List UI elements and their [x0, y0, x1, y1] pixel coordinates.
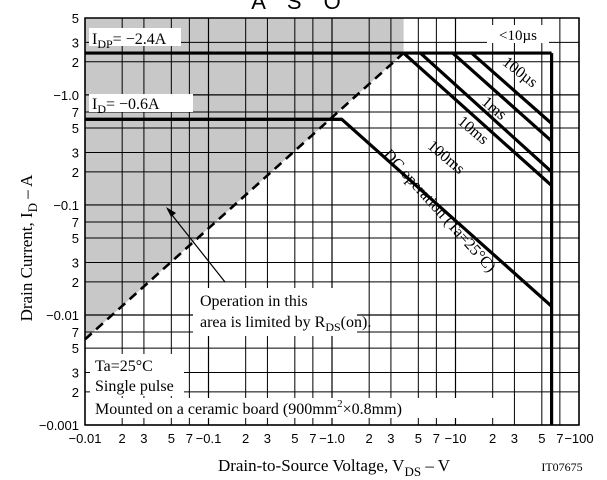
x-tick-label: 3: [140, 431, 147, 446]
x-tick-label: 2: [119, 431, 126, 446]
id-label-bg: [89, 94, 193, 112]
conditions-bg: [90, 354, 184, 396]
annotation-arrow: [167, 209, 226, 283]
rds-note-line1: Operation in this: [200, 293, 308, 310]
rds-note-line2: area is limited by RDS(on).: [200, 314, 371, 334]
pulse-10us-label-bg: [487, 25, 549, 43]
y-tick-label: 5: [72, 121, 79, 136]
y-tick-label: 3: [72, 255, 79, 270]
x-tick-label: 7: [556, 431, 563, 446]
x-tick-label: 5: [168, 431, 175, 446]
x-tick-label: 5: [291, 431, 298, 446]
rds-on-limit-line: [84, 52, 405, 341]
conditions-line1: Ta=25°C: [95, 358, 153, 375]
x-tick-label: −0.01: [69, 431, 102, 446]
id-limit-label: ID= −0.6A: [92, 96, 160, 116]
y-tick-label: 2: [72, 165, 79, 180]
x-tick-label: 3: [264, 431, 271, 446]
x-tick-label: 2: [366, 431, 373, 446]
x-tick-label: 3: [511, 431, 518, 446]
x-tick-label: 3: [387, 431, 394, 446]
figure-code: IT07675: [541, 460, 582, 474]
soa-curve-4: [402, 51, 553, 187]
y-tick-label: 2: [72, 275, 79, 290]
conditions-line2: Single pulse: [95, 378, 174, 395]
dc-operation-label: DC operation (Ta=25°C): [380, 146, 499, 276]
arrow-head-icon: [166, 207, 176, 217]
soa-curve-1: [470, 51, 553, 125]
chart-title: A S O: [251, 0, 348, 14]
x-tick-label: −0.1: [196, 431, 222, 446]
pulse-100us-label: 100µs: [499, 54, 541, 92]
x-tick-label: 2: [242, 431, 249, 446]
idp-label-bg: [89, 28, 181, 46]
y-tick-label: 2: [72, 55, 79, 70]
soa-curves: [84, 51, 554, 425]
y-tick-label: 3: [72, 35, 79, 50]
tick-labels: −0.01 2 3 5 7 −0.1 2 3 5 7 −1.0 2 3 5 7 −10 2 3 5 7 −100532−…: [39, 11, 594, 446]
x-tick-label: 7: [433, 431, 440, 446]
x-tick-label: 5: [538, 431, 545, 446]
plot-frame: [84, 17, 580, 426]
x-tick-label: 2: [489, 431, 496, 446]
x-tick-label: 7: [186, 431, 193, 446]
x-tick-label: −100: [564, 431, 593, 446]
y-axis-label: Drain Current, ID – A: [17, 174, 40, 322]
y-tick-label: 3: [72, 366, 79, 381]
y-tick-label: 5: [72, 231, 79, 246]
y-tick-label: 5: [72, 341, 79, 356]
y-tick-label: 5: [72, 11, 79, 26]
y-tick-label: 3: [72, 145, 79, 160]
pulse-10us-label: <10µs: [499, 28, 537, 44]
y-tick-label: −0.001: [39, 418, 79, 433]
x-tick-label: 5: [415, 431, 422, 446]
soa-curve-2: [451, 51, 553, 143]
y-tick-label: −0.01: [46, 308, 79, 323]
soa-curve-5: [85, 117, 553, 308]
mount-note: Mounted on a ceramic board (900mm2×0.8mm…: [95, 398, 402, 418]
y-tick-label: 7: [72, 215, 79, 230]
x-tick-label: −10: [444, 431, 466, 446]
x-tick-label: 7: [309, 431, 316, 446]
x-tick-label: −1.0: [319, 431, 345, 446]
y-tick-label: −0.1: [53, 198, 79, 213]
y-tick-label: 7: [72, 325, 79, 340]
rds-note-bg: [193, 288, 357, 336]
y-tick-label: 7: [72, 105, 79, 120]
y-tick-label: 2: [72, 385, 79, 400]
pulse-10ms-label: 10ms: [454, 113, 491, 148]
x-axis-label: Drain-to-Source Voltage, VDS – V: [218, 456, 451, 479]
soa-curve-3: [419, 51, 553, 173]
y-tick-label: −1.0: [53, 88, 79, 103]
idp-limit-label: IDP= −2.4A: [92, 31, 167, 51]
mount-note-bg: [90, 398, 512, 418]
